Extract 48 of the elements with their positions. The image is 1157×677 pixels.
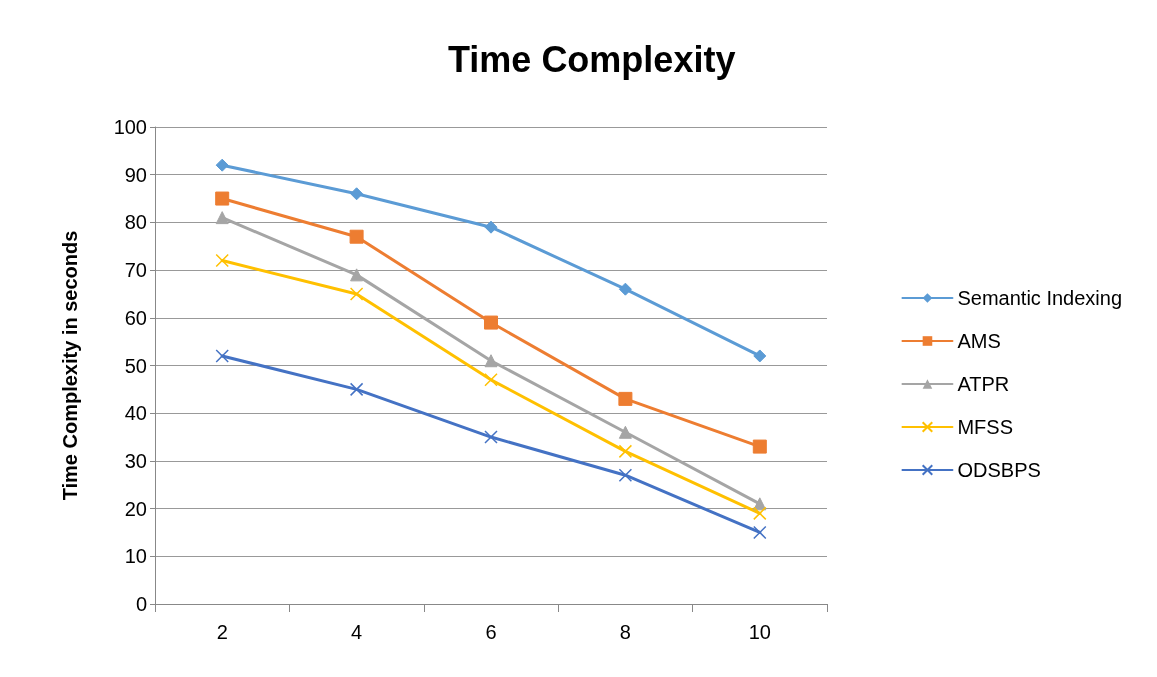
x-tick-label: 8	[619, 621, 631, 643]
point	[753, 525, 767, 540]
x-tick-label: 10	[748, 621, 771, 643]
y-tick-label: 100	[113, 116, 147, 138]
chart-title: Time Complexity	[448, 38, 736, 80]
point	[350, 268, 364, 282]
point	[618, 444, 633, 459]
y-tick-label: 10	[124, 545, 147, 568]
point	[349, 229, 364, 244]
y-tick-label: 70	[124, 259, 147, 282]
point	[215, 158, 229, 172]
point	[215, 211, 229, 225]
y-axis-title: Time Complexity in seconds	[59, 230, 81, 501]
point	[215, 349, 229, 363]
x-tick-label: 2	[216, 621, 228, 643]
point	[618, 468, 633, 482]
point	[753, 497, 767, 511]
point	[618, 391, 633, 406]
point	[484, 354, 498, 368]
point	[484, 220, 498, 234]
legend-label: ODSBPS	[957, 459, 1041, 481]
point	[349, 382, 364, 397]
point	[350, 187, 364, 201]
y-tick-label: 40	[124, 402, 147, 425]
legend-label: MFSS	[957, 416, 1014, 438]
point	[753, 506, 767, 521]
point	[215, 253, 229, 268]
y-tick-label: 90	[124, 163, 147, 186]
x-tick-label: 6	[485, 621, 497, 643]
point	[349, 287, 364, 301]
legend-label: ATPR	[957, 373, 1010, 395]
point	[618, 282, 632, 296]
x-tick-label: 4	[351, 621, 363, 643]
y-tick-label: 20	[124, 497, 147, 520]
point	[215, 191, 230, 206]
y-tick-label: 50	[124, 354, 147, 377]
point	[484, 315, 498, 330]
point	[752, 439, 767, 454]
point	[484, 430, 498, 444]
point	[618, 425, 632, 439]
y-tick-label: 60	[124, 306, 147, 329]
y-tick-label: 80	[124, 211, 147, 234]
y-tick-label: 0	[135, 593, 147, 615]
legend-label: Semantic Indexing	[957, 287, 1123, 309]
legend-label: AMS	[957, 330, 1001, 352]
point	[484, 373, 498, 387]
point	[753, 349, 767, 363]
y-tick-label: 30	[124, 449, 147, 472]
